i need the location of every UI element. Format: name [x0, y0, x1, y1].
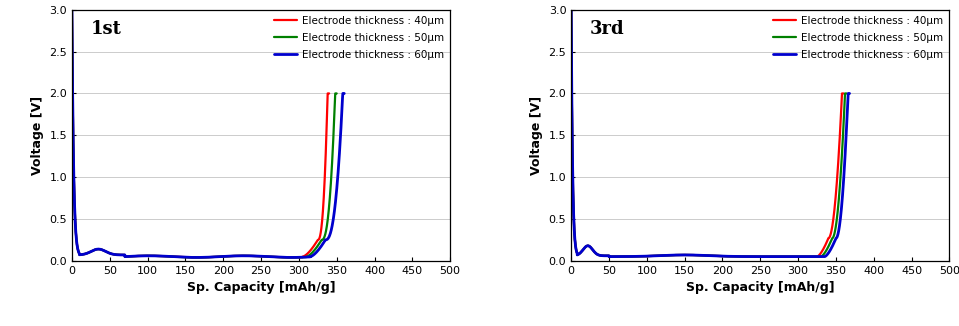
Electrode thickness : 40μm: (360, 2): 40μm: (360, 2) — [838, 92, 850, 96]
Electrode thickness : 50μm: (252, 0.0532): 50μm: (252, 0.0532) — [257, 254, 269, 258]
Electrode thickness : 40μm: (338, 2): 40μm: (338, 2) — [322, 92, 334, 96]
Line: Electrode thickness : 50μm: Electrode thickness : 50μm — [572, 6, 847, 257]
Electrode thickness : 50μm: (7.84, 0.0903): 50μm: (7.84, 0.0903) — [572, 251, 583, 255]
Electrode thickness : 40μm: (334, 0.161): 40μm: (334, 0.161) — [818, 245, 830, 249]
Electrode thickness : 50μm: (349, 2): 50μm: (349, 2) — [331, 92, 342, 96]
Electrode thickness : 60μm: (360, 2): 60μm: (360, 2) — [339, 92, 350, 96]
Electrode thickness : 40μm: (310, 0.05): 40μm: (310, 0.05) — [800, 255, 811, 259]
Electrode thickness : 40μm: (0, 3): 40μm: (0, 3) — [66, 8, 78, 12]
Line: Electrode thickness : 40μm: Electrode thickness : 40μm — [72, 10, 329, 258]
Line: Electrode thickness : 60μm: Electrode thickness : 60μm — [572, 6, 850, 257]
Electrode thickness : 40μm: (317, 0.145): 40μm: (317, 0.145) — [306, 247, 317, 251]
Electrode thickness : 60μm: (290, 0.04): 60μm: (290, 0.04) — [286, 256, 297, 259]
Line: Electrode thickness : 40μm: Electrode thickness : 40μm — [572, 6, 844, 257]
Electrode thickness : 60μm: (344, 0.15): 60μm: (344, 0.15) — [826, 246, 837, 250]
Electrode thickness : 60μm: (0, 3.05): 60μm: (0, 3.05) — [566, 4, 577, 7]
Legend: Electrode thickness : 40μm, Electrode thickness : 50μm, Electrode thickness : 60: Electrode thickness : 40μm, Electrode th… — [769, 12, 947, 64]
Electrode thickness : 40μm: (8.47, 0.115): 40μm: (8.47, 0.115) — [73, 249, 84, 253]
Electrode thickness : 50μm: (8.47, 0.115): 50μm: (8.47, 0.115) — [73, 249, 84, 253]
Y-axis label: Voltage [V]: Voltage [V] — [31, 96, 44, 175]
Text: 3rd: 3rd — [590, 20, 624, 38]
Electrode thickness : 40μm: (7.84, 0.0903): 40μm: (7.84, 0.0903) — [572, 251, 583, 255]
Electrode thickness : 60μm: (0, 3): 60μm: (0, 3) — [66, 8, 78, 12]
Electrode thickness : 40μm: (340, 2): 40μm: (340, 2) — [323, 92, 335, 96]
Electrode thickness : 60μm: (359, 2): 60μm: (359, 2) — [338, 92, 349, 96]
Electrode thickness : 60μm: (8.47, 0.115): 60μm: (8.47, 0.115) — [73, 249, 84, 253]
Electrode thickness : 60μm: (7.84, 0.0903): 60μm: (7.84, 0.0903) — [572, 251, 583, 255]
Electrode thickness : 60μm: (320, 0.05): 60μm: (320, 0.05) — [807, 255, 819, 259]
Electrode thickness : 40μm: (339, 2): 40μm: (339, 2) — [323, 92, 335, 96]
Electrode thickness : 50μm: (350, 2): 50μm: (350, 2) — [331, 92, 342, 96]
Electrode thickness : 40μm: (139, 0.0687): 40μm: (139, 0.0687) — [670, 253, 682, 257]
Line: Electrode thickness : 60μm: Electrode thickness : 60μm — [72, 10, 344, 258]
Electrode thickness : 60μm: (21.4, 0.095): 60μm: (21.4, 0.095) — [82, 251, 94, 255]
Electrode thickness : 40μm: (325, 0.05): 40μm: (325, 0.05) — [811, 255, 823, 259]
Electrode thickness : 50μm: (87.6, 0.0529): 50μm: (87.6, 0.0529) — [632, 254, 643, 258]
Electrode thickness : 50μm: (140, 0.0691): 50μm: (140, 0.0691) — [671, 253, 683, 257]
Electrode thickness : 60μm: (344, 0.161): 60μm: (344, 0.161) — [826, 245, 837, 249]
Electrode thickness : 50μm: (339, 0.161): 50μm: (339, 0.161) — [822, 245, 833, 249]
Electrode thickness : 50μm: (339, 0.15): 50μm: (339, 0.15) — [822, 246, 833, 250]
Electrode thickness : 40μm: (165, 0.04): 40μm: (165, 0.04) — [191, 256, 202, 259]
Electrode thickness : 50μm: (315, 0.05): 50μm: (315, 0.05) — [804, 255, 815, 259]
Electrode thickness : 40μm: (0, 3.05): 40μm: (0, 3.05) — [566, 4, 577, 7]
Electrode thickness : 40μm: (250, 0.0542): 40μm: (250, 0.0542) — [255, 254, 267, 258]
Electrode thickness : 60μm: (368, 2): 60μm: (368, 2) — [844, 92, 855, 96]
Electrode thickness : 40μm: (21.4, 0.095): 40μm: (21.4, 0.095) — [82, 251, 94, 255]
Electrode thickness : 50μm: (330, 0.05): 50μm: (330, 0.05) — [815, 255, 827, 259]
Legend: Electrode thickness : 40μm, Electrode thickness : 50μm, Electrode thickness : 60: Electrode thickness : 40μm, Electrode th… — [269, 12, 448, 64]
Electrode thickness : 50μm: (21.4, 0.095): 50μm: (21.4, 0.095) — [82, 251, 94, 255]
Electrode thickness : 50μm: (291, 0.04): 50μm: (291, 0.04) — [286, 256, 297, 259]
Electrode thickness : 60μm: (335, 0.05): 60μm: (335, 0.05) — [819, 255, 830, 259]
Electrode thickness : 60μm: (327, 0.145): 60μm: (327, 0.145) — [314, 247, 325, 251]
X-axis label: Sp. Capacity [mAh/g]: Sp. Capacity [mAh/g] — [686, 281, 834, 294]
X-axis label: Sp. Capacity [mAh/g]: Sp. Capacity [mAh/g] — [187, 281, 336, 294]
Electrode thickness : 40μm: (334, 0.15): 40μm: (334, 0.15) — [818, 246, 830, 250]
Electrode thickness : 50μm: (364, 2): 50μm: (364, 2) — [841, 92, 853, 96]
Electrode thickness : 60μm: (88.3, 0.053): 60μm: (88.3, 0.053) — [632, 254, 643, 258]
Electrode thickness : 40μm: (86.9, 0.0527): 40μm: (86.9, 0.0527) — [631, 254, 643, 258]
Line: Electrode thickness : 50μm: Electrode thickness : 50μm — [72, 10, 337, 258]
Electrode thickness : 50μm: (0, 3): 50μm: (0, 3) — [66, 8, 78, 12]
Electrode thickness : 50μm: (0, 3.05): 50μm: (0, 3.05) — [566, 4, 577, 7]
Electrode thickness : 60μm: (358, 2): 60μm: (358, 2) — [337, 92, 348, 96]
Text: 1st: 1st — [91, 20, 122, 38]
Electrode thickness : 50μm: (348, 2): 50μm: (348, 2) — [330, 92, 341, 96]
Y-axis label: Voltage [V]: Voltage [V] — [530, 96, 543, 175]
Electrode thickness : 50μm: (322, 0.145): 50μm: (322, 0.145) — [310, 247, 321, 251]
Electrode thickness : 60μm: (142, 0.0693): 60μm: (142, 0.0693) — [672, 253, 684, 257]
Electrode thickness : 60μm: (256, 0.0513): 60μm: (256, 0.0513) — [260, 255, 271, 259]
